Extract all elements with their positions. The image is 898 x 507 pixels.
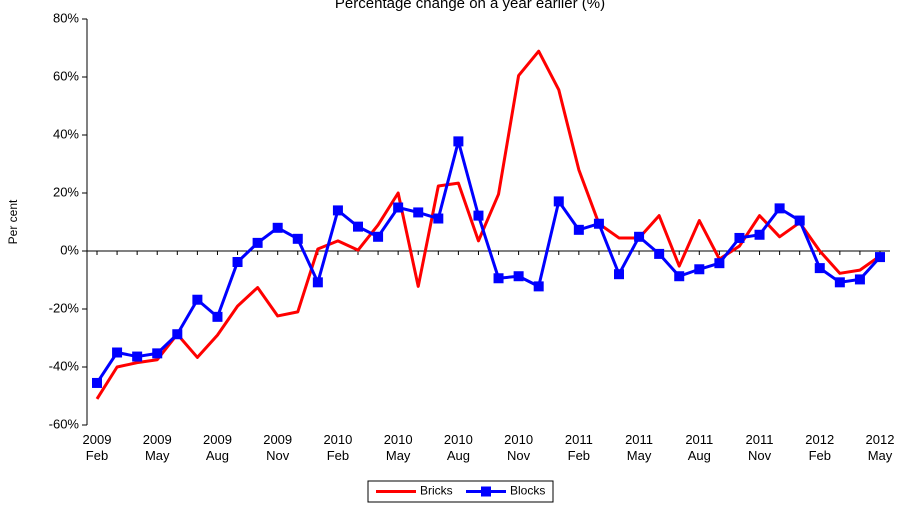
- series-marker: [92, 377, 102, 388]
- x-tick-label: 2009 Aug: [203, 432, 232, 463]
- x-tick-label-line: 2011: [746, 432, 774, 447]
- x-tick-label-line: Nov: [748, 448, 772, 463]
- x-tick-label-line: 2010: [384, 432, 413, 447]
- legend-marker: [481, 486, 491, 497]
- x-tick-label: 2011 May: [625, 432, 653, 463]
- x-tick-label: 2009 Feb: [83, 432, 112, 463]
- y-tick-label: 40%: [53, 126, 79, 141]
- x-tick-label-line: May: [386, 448, 411, 463]
- x-tick-label: 2009 Nov: [263, 432, 292, 463]
- x-tick-label-line: 2012: [866, 432, 895, 447]
- series-marker: [292, 233, 303, 244]
- series-marker: [413, 207, 424, 218]
- legend-box: [367, 480, 554, 503]
- series-marker: [714, 258, 725, 269]
- series-marker: [593, 218, 604, 229]
- x-tick-label-line: May: [145, 448, 170, 463]
- series-marker: [433, 213, 444, 224]
- x-tick-label-line: 2012: [805, 432, 834, 447]
- series-marker: [373, 231, 384, 242]
- series-marker: [694, 264, 705, 275]
- y-axis-label: Per cent: [6, 199, 20, 244]
- x-tick-label-line: 2009: [203, 432, 232, 447]
- series-marker: [875, 252, 885, 263]
- y-tick-label: -60%: [49, 416, 80, 431]
- x-tick-label-line: 2011: [685, 432, 713, 447]
- x-tick-label-line: Feb: [86, 448, 108, 463]
- x-tick-label: 2012 May: [866, 432, 895, 463]
- series-marker: [332, 205, 343, 216]
- series-marker: [393, 202, 404, 213]
- x-tick-label-line: Aug: [688, 448, 711, 463]
- series-marker: [132, 351, 143, 362]
- x-tick-label: 2012 Feb: [805, 432, 834, 463]
- series-marker: [453, 136, 464, 147]
- series-marker: [553, 196, 564, 207]
- series-marker: [232, 257, 243, 268]
- series-marker: [312, 277, 323, 288]
- series-marker: [754, 229, 765, 240]
- x-tick-label: 2010 Aug: [444, 432, 473, 463]
- series-marker: [573, 224, 584, 235]
- x-tick-label: 2011 Nov: [746, 432, 774, 463]
- y-tick-label: 80%: [53, 10, 79, 25]
- x-tick-label-line: Feb: [809, 448, 831, 463]
- series-marker: [834, 277, 845, 288]
- series-marker: [272, 222, 283, 233]
- series-marker: [734, 232, 745, 243]
- series-marker: [634, 231, 645, 242]
- series-marker: [353, 221, 363, 232]
- x-tick-label-line: 2011: [565, 432, 593, 447]
- x-tick-label-line: Nov: [507, 448, 531, 463]
- x-tick-label: 2011 Feb: [565, 432, 593, 463]
- x-tick-label: 2010 May: [384, 432, 413, 463]
- x-tick-label-line: 2009: [143, 432, 172, 447]
- x-tick-label-line: May: [868, 448, 893, 463]
- series-marker: [473, 210, 484, 221]
- y-tick-label: -40%: [49, 358, 80, 373]
- x-tick-label-line: 2010: [504, 432, 533, 447]
- x-tick-label-line: Feb: [327, 448, 349, 463]
- series-marker: [854, 274, 865, 285]
- x-tick-label-line: May: [627, 448, 652, 463]
- x-tick-label-line: Feb: [568, 448, 590, 463]
- x-tick-label-line: 2009: [263, 432, 292, 447]
- legend-label: Blocks: [510, 484, 545, 498]
- series-marker: [533, 281, 544, 292]
- series-marker: [493, 273, 504, 284]
- series-marker: [513, 271, 524, 282]
- x-tick-label: 2011 Aug: [685, 432, 713, 463]
- series-marker: [212, 311, 223, 322]
- y-tick-label: -20%: [49, 300, 80, 315]
- x-tick-label-line: Aug: [447, 448, 470, 463]
- series-marker: [192, 294, 203, 305]
- x-tick-label: 2010 Feb: [323, 432, 352, 463]
- chart-title: Percentage change on a year earlier (%): [335, 0, 605, 12]
- series-line: [95, 49, 881, 400]
- series-marker: [674, 271, 685, 282]
- series-marker: [152, 348, 163, 359]
- legend-label: Bricks: [420, 484, 453, 498]
- x-tick-label-line: 2011: [625, 432, 653, 447]
- series-marker: [614, 269, 624, 280]
- y-tick-label: 0%: [60, 242, 79, 257]
- x-tick-label-line: Aug: [206, 448, 229, 463]
- series-marker: [172, 329, 183, 340]
- series-marker: [112, 347, 123, 358]
- series-line: [95, 139, 882, 384]
- series-marker: [654, 248, 665, 259]
- x-tick-label-line: 2010: [444, 432, 473, 447]
- series-marker: [774, 203, 785, 214]
- x-tick-label-line: 2010: [323, 432, 352, 447]
- x-tick-label-line: 2009: [83, 432, 112, 447]
- y-tick-label: 20%: [53, 184, 79, 199]
- y-tick-label: 60%: [53, 68, 79, 83]
- x-tick-label: 2010 Nov: [504, 432, 533, 463]
- x-tick-label: 2009 May: [143, 432, 172, 463]
- series-marker: [252, 237, 263, 248]
- x-tick-label-line: Nov: [266, 448, 290, 463]
- series-marker: [794, 215, 805, 226]
- series-marker: [814, 263, 825, 274]
